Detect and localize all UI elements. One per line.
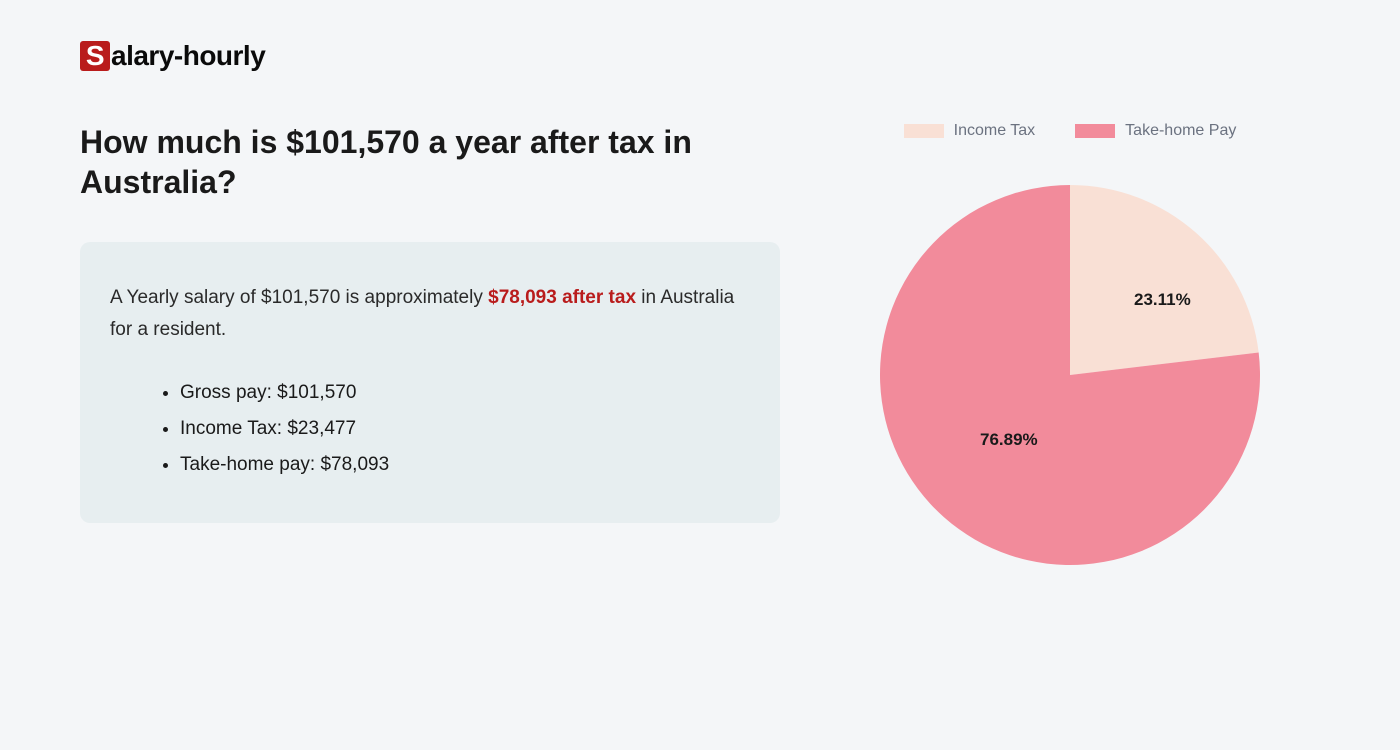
summary-highlight: $78,093 after tax [488, 287, 636, 308]
logo-badge: S [80, 41, 110, 71]
breakdown-list: Gross pay: $101,570 Income Tax: $23,477 … [110, 375, 740, 483]
summary-text: A Yearly salary of $101,570 is approxima… [110, 282, 740, 347]
chart-legend: Income Tax Take-home Pay [904, 122, 1237, 140]
chart-column: Income Tax Take-home Pay 23.11% 76.89% [860, 122, 1280, 590]
left-column: How much is $101,570 a year after tax in… [80, 122, 780, 590]
pie-chart: 23.11% 76.89% [880, 160, 1260, 590]
summary-box: A Yearly salary of $101,570 is approxima… [80, 242, 780, 523]
slice-label-take-home: 76.89% [980, 430, 1038, 450]
list-item: Income Tax: $23,477 [180, 411, 740, 447]
legend-swatch [904, 124, 944, 138]
main-content: How much is $101,570 a year after tax in… [80, 122, 1320, 590]
legend-item-take-home: Take-home Pay [1075, 122, 1236, 140]
page-title: How much is $101,570 a year after tax in… [80, 122, 780, 202]
summary-prefix: A Yearly salary of $101,570 is approxima… [110, 287, 488, 308]
list-item: Gross pay: $101,570 [180, 375, 740, 411]
logo-text: alary-hourly [111, 40, 265, 72]
legend-label: Income Tax [954, 122, 1036, 140]
pie-svg [880, 160, 1260, 590]
list-item: Take-home pay: $78,093 [180, 447, 740, 483]
legend-item-income-tax: Income Tax [904, 122, 1036, 140]
slice-label-income-tax: 23.11% [1134, 290, 1191, 310]
site-logo: Salary-hourly [80, 40, 1320, 72]
legend-label: Take-home Pay [1125, 122, 1236, 140]
legend-swatch [1075, 124, 1115, 138]
